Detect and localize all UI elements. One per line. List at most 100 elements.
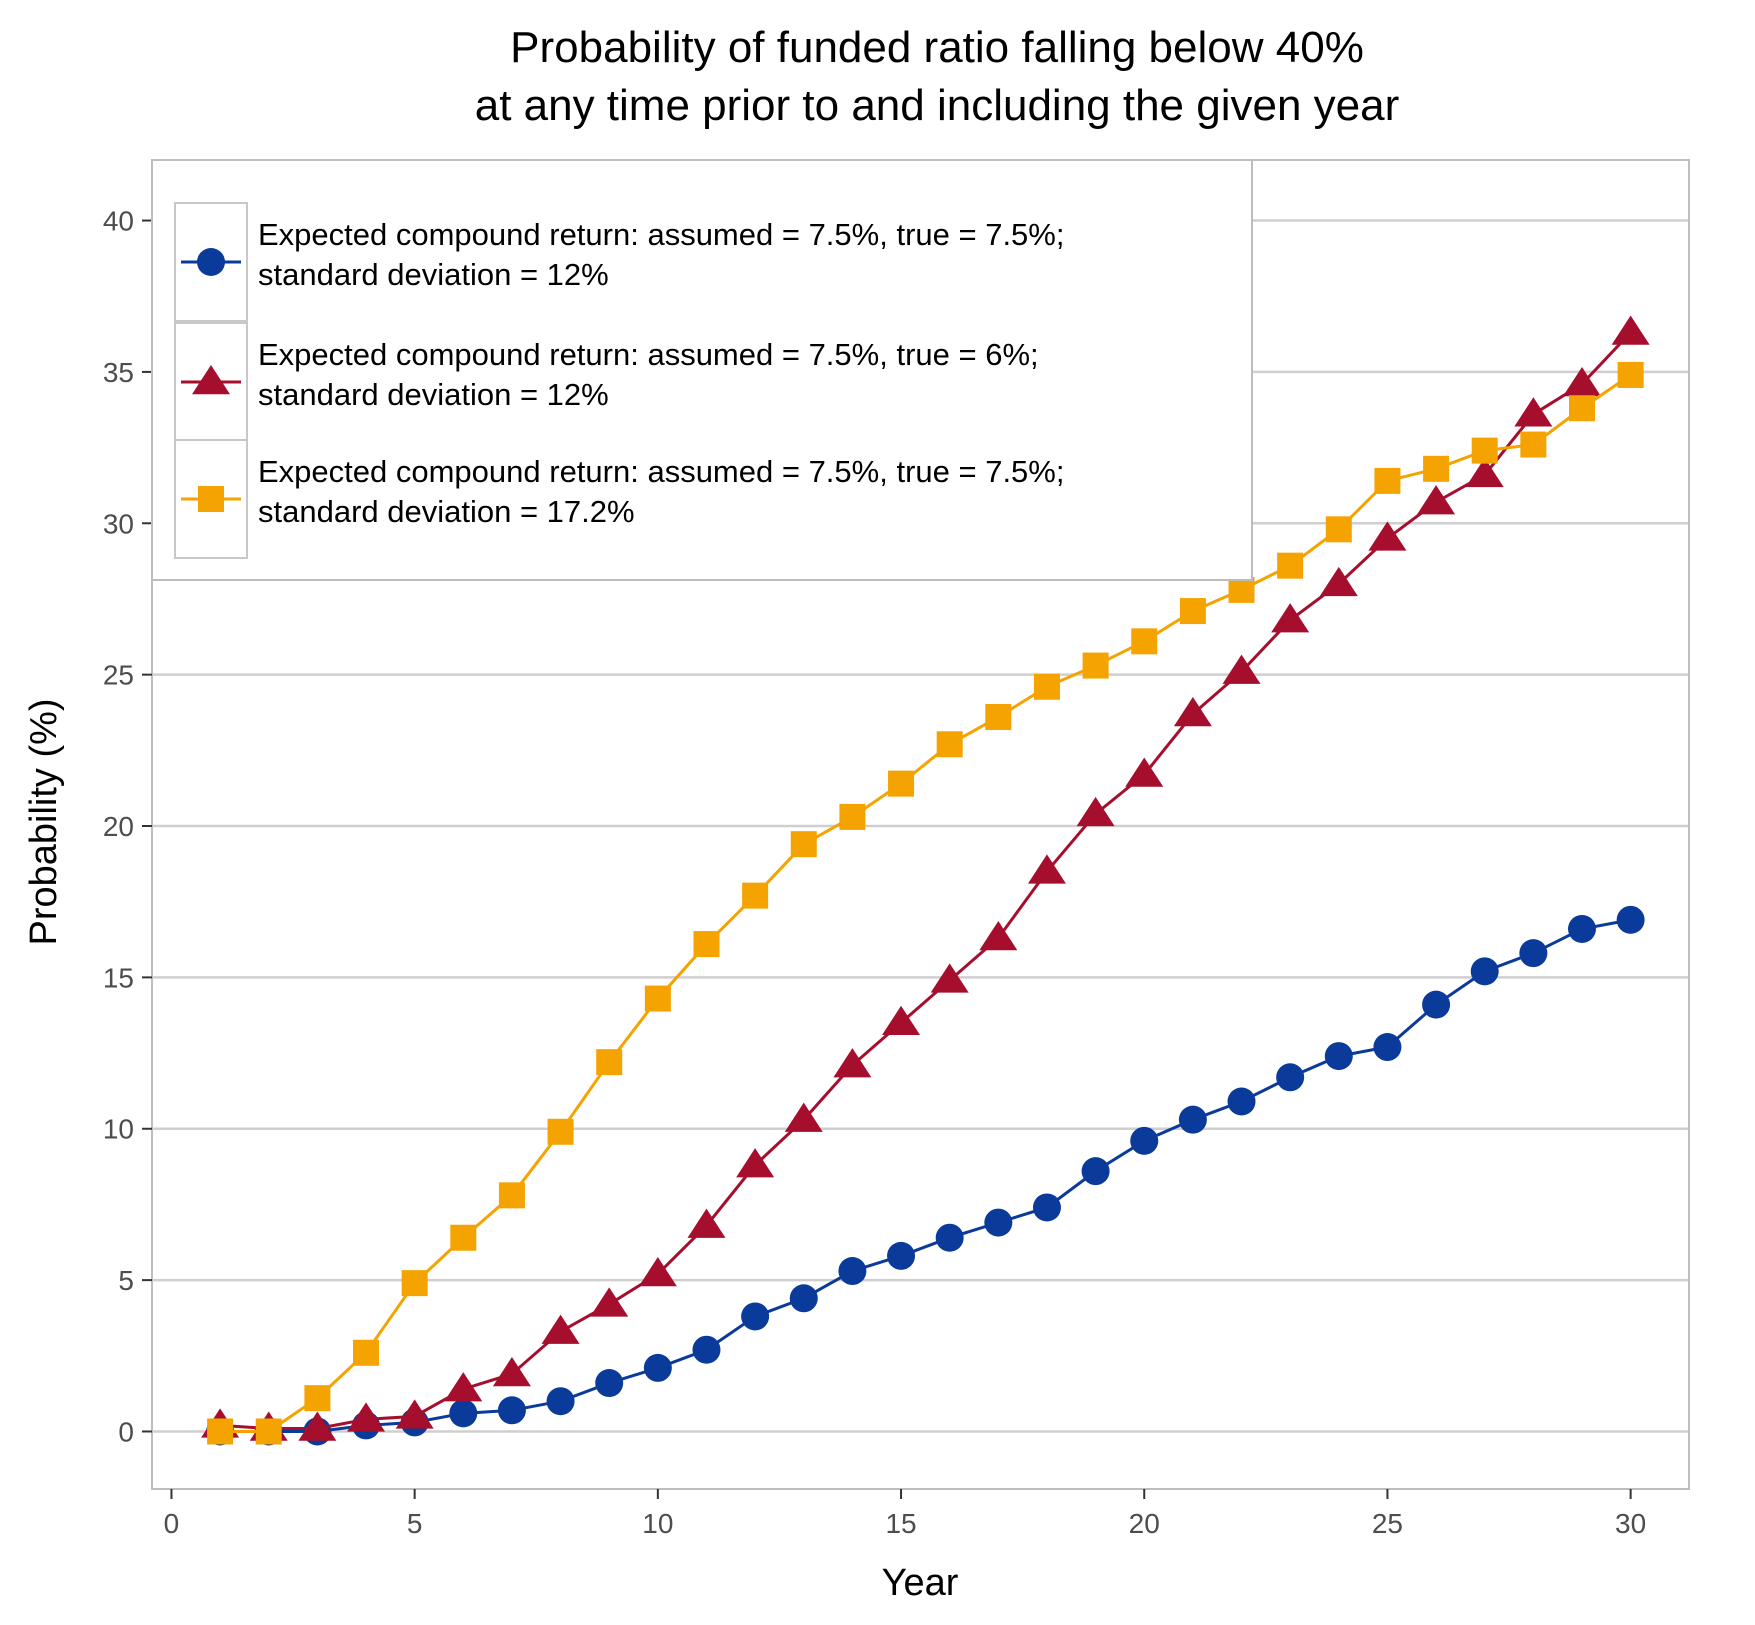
legend-key-marker	[192, 365, 230, 395]
x-tick-label: 15	[885, 1508, 916, 1539]
y-axis-title: Probability (%)	[23, 698, 65, 945]
series-3-point	[693, 931, 720, 958]
series-3-point	[1325, 516, 1352, 543]
series-1-point	[838, 1257, 867, 1286]
series-3-point	[1228, 576, 1255, 603]
series-2-point	[1222, 654, 1261, 684]
series-3-point	[790, 831, 817, 858]
series-2-point	[1417, 485, 1456, 515]
y-tick-label: 15	[103, 962, 134, 993]
series-2-point	[1319, 566, 1358, 597]
series-2-point	[444, 1372, 483, 1402]
series-3-point	[255, 1418, 282, 1445]
series-2-point	[1465, 457, 1504, 488]
legend-key-marker	[198, 486, 224, 512]
series-3-point	[1277, 552, 1304, 579]
series-3-point	[1471, 437, 1498, 464]
series-2-point	[1027, 854, 1066, 884]
series-layer	[201, 315, 1650, 1446]
series-1-point	[984, 1208, 1013, 1237]
series-2-point	[979, 921, 1018, 951]
legend-key-marker	[197, 248, 225, 276]
series-2-point	[1076, 796, 1115, 827]
legend-item-3: Expected compound return: assumed = 7.5%…	[174, 439, 1064, 559]
y-tick-label: 0	[118, 1416, 134, 1447]
legend-label-line: standard deviation = 12%	[258, 377, 609, 412]
series-1-point	[1567, 914, 1596, 943]
series-2-point	[1562, 367, 1601, 397]
legend-label-line: standard deviation = 12%	[258, 257, 609, 292]
series-1-point	[1324, 1042, 1353, 1071]
series-1-point	[1616, 905, 1645, 934]
series-3-point	[547, 1118, 574, 1145]
x-tick-label: 25	[1372, 1508, 1403, 1539]
series-1-point	[692, 1335, 721, 1364]
series-1-point	[789, 1284, 818, 1313]
series-1-point	[1373, 1033, 1402, 1062]
series-2-point	[541, 1314, 580, 1344]
series-3-point	[1033, 673, 1060, 700]
legend-label-line: Expected compound return: assumed = 7.5%…	[258, 217, 1064, 252]
y-tick-label: 10	[103, 1114, 134, 1145]
chart-title-line-1: Probability of funded ratio falling belo…	[510, 23, 1364, 72]
x-tick-label: 20	[1129, 1508, 1160, 1539]
x-tick-label: 0	[164, 1508, 180, 1539]
series-2-point	[1368, 521, 1407, 551]
series-3-point	[596, 1049, 623, 1076]
y-tick-label: 5	[118, 1265, 134, 1296]
series-3-point	[1131, 628, 1158, 655]
series-1-point	[1227, 1087, 1256, 1116]
series-1-point	[546, 1387, 575, 1416]
series-1-point	[449, 1399, 478, 1428]
series-1-point	[1470, 957, 1499, 986]
legend-box	[151, 159, 1253, 581]
series-3-point	[1082, 652, 1109, 679]
series-2-point	[1611, 315, 1650, 345]
series-1-point	[1081, 1157, 1110, 1186]
series-1	[206, 905, 1645, 1446]
series-3-point	[1423, 455, 1450, 482]
legend-label-line: Expected compound return: assumed = 7.5%…	[258, 337, 1039, 372]
series-3-point	[207, 1418, 234, 1445]
series-1-point	[1032, 1193, 1061, 1222]
series-2-point	[687, 1208, 726, 1238]
series-1-point	[887, 1241, 916, 1270]
series-2-point	[1173, 697, 1212, 727]
legend: Expected compound return: assumed = 7.5%…	[151, 159, 1253, 581]
legend-item-1: Expected compound return: assumed = 7.5%…	[174, 202, 1064, 322]
axes: 0 5 10 15 20 25 30 35 40 0 5 10 15 20 25 30	[103, 206, 1646, 1539]
series-2-point	[1125, 757, 1164, 787]
series-2-point	[590, 1287, 629, 1317]
series-2	[201, 315, 1650, 1441]
series-2-point	[492, 1356, 531, 1387]
series-3	[207, 361, 1644, 1445]
series-3-point	[1374, 467, 1401, 494]
series-1-point	[741, 1302, 770, 1331]
x-tick-label: 30	[1615, 1508, 1646, 1539]
series-3-point	[888, 770, 915, 797]
series-2-point	[395, 1399, 434, 1429]
series-2-point	[298, 1411, 337, 1441]
legend-item-2: Expected compound return: assumed = 7.5%…	[174, 322, 1039, 442]
series-2-point	[1514, 397, 1553, 427]
series-1-point	[1276, 1063, 1305, 1092]
series-2-point	[784, 1102, 823, 1132]
series-1-point	[1130, 1126, 1159, 1155]
series-2-point	[882, 1005, 921, 1036]
y-tick-label: 35	[103, 357, 134, 388]
chart-title-line-2: at any time prior to and including the g…	[475, 81, 1400, 130]
series-3-point	[644, 985, 671, 1012]
series-2-point	[930, 963, 969, 993]
series-2-point	[347, 1402, 386, 1432]
series-3-point	[839, 803, 866, 830]
y-tick-label: 30	[103, 508, 134, 539]
series-3-point	[401, 1270, 428, 1297]
legend-label-line: standard deviation = 17.2%	[258, 494, 635, 529]
series-1-point	[497, 1396, 526, 1425]
series-2-point	[833, 1048, 872, 1078]
series-3-point	[498, 1182, 525, 1209]
legend-label-line: Expected compound return: assumed = 7.5%…	[258, 454, 1064, 489]
series-3-point	[304, 1385, 331, 1412]
